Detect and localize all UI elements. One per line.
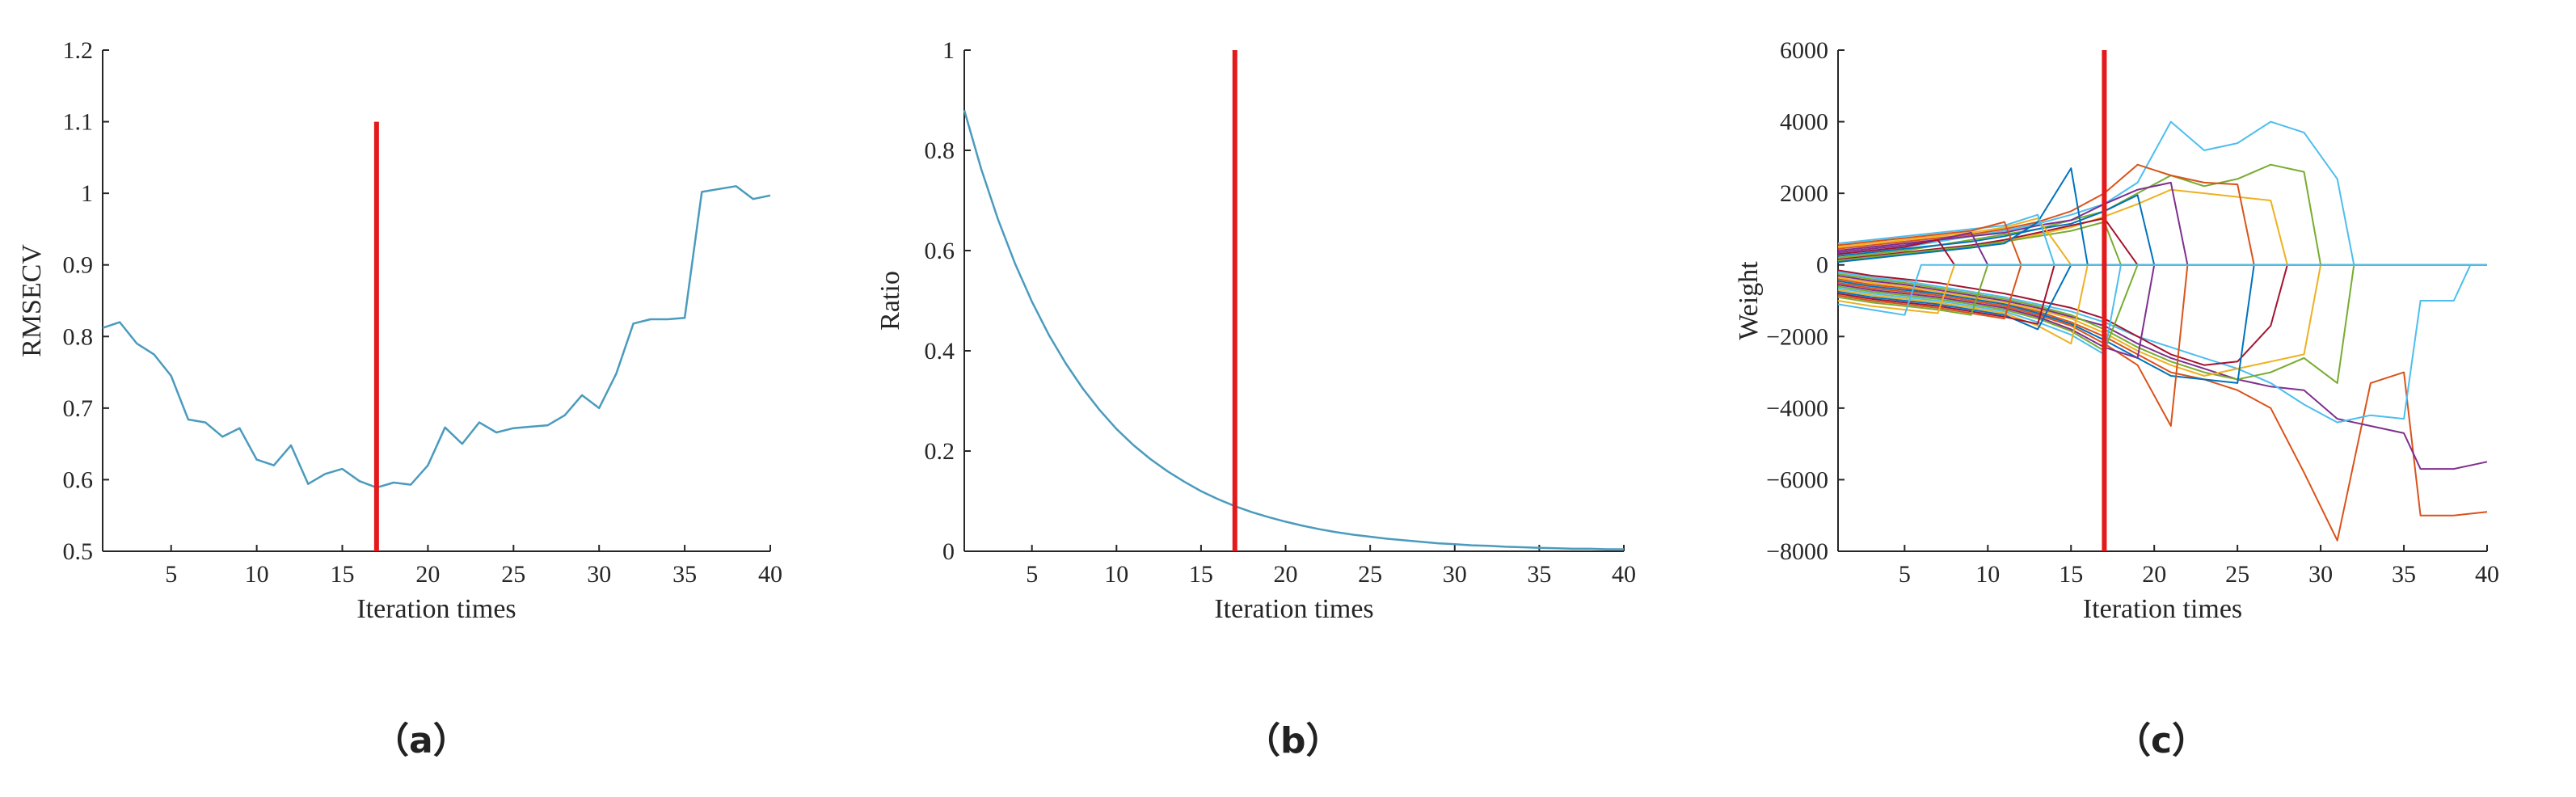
y-axis-label: RMSECV	[17, 244, 47, 357]
series-line	[1837, 264, 2487, 325]
x-tick-label: 35	[2392, 561, 2416, 588]
series-line	[1837, 264, 2487, 427]
x-tick-label: 5	[165, 561, 177, 588]
x-axis-label: Iteration times	[356, 594, 516, 624]
series-line	[1837, 264, 2487, 356]
y-tick-label: 0.8	[63, 323, 94, 350]
y-tick-label: 0.2	[925, 438, 955, 465]
y-tick-label: −6000	[1766, 466, 1828, 493]
series-line	[963, 110, 1624, 550]
y-tick-label: 4000	[1780, 109, 1828, 136]
series-line	[1837, 264, 2487, 424]
x-tick-label: 25	[2225, 561, 2249, 588]
series-line	[1837, 264, 2487, 331]
series-line	[1837, 275, 2488, 470]
caption-a: （a）	[373, 720, 469, 761]
x-tick-label: 5	[1026, 561, 1038, 588]
series-line	[1837, 264, 2487, 384]
series-line	[1837, 264, 2487, 316]
y-tick-label: 2000	[1780, 180, 1828, 207]
y-tick-label: 0.6	[63, 466, 94, 493]
y-tick-label: −8000	[1766, 538, 1828, 565]
chart-ratio: 5 10 15 20 25 30 35 40 0 0.2 0.4 0.6 0.8 1 Iteration t…	[875, 37, 1636, 624]
series-line	[1837, 167, 2487, 266]
y-tick-label: 0.9	[63, 252, 94, 279]
y-tick-label: 1	[81, 180, 93, 207]
x-tick-label: 10	[1104, 561, 1128, 588]
caption-b: （b）	[1245, 720, 1342, 761]
series-line	[1837, 264, 2487, 384]
y-tick-label: 0.4	[925, 338, 955, 365]
x-tick-label: 10	[245, 561, 269, 588]
y-axis-label: Ratio	[875, 271, 905, 331]
caption-c: （c）	[2115, 720, 2208, 761]
x-tick-label: 35	[1527, 561, 1551, 588]
x-tick-label: 40	[2475, 561, 2499, 588]
x-tick-label: 35	[672, 561, 697, 588]
x-tick-label: 40	[758, 561, 782, 588]
series-line	[1837, 264, 2487, 320]
x-tick-label: 30	[2308, 561, 2333, 588]
x-tick-label: 20	[2142, 561, 2166, 588]
y-tick-label: 0	[1816, 252, 1828, 279]
series-line	[1837, 221, 2487, 266]
chart-weight: 5 10 15 20 25 30 35 40 −8000 −6000 −4000 −2000 0 2000…	[1734, 37, 2499, 624]
x-tick-label: 10	[1975, 561, 2000, 588]
y-tick-label: 0.5	[63, 538, 94, 565]
y-tick-label: 0.6	[925, 238, 955, 264]
y-tick-label: −4000	[1766, 395, 1828, 422]
x-axis-label: Iteration times	[1214, 594, 1373, 624]
series-line	[1837, 264, 2487, 359]
series-line	[1837, 188, 2487, 266]
series-line	[1837, 264, 2487, 352]
y-tick-label: 6000	[1780, 37, 1828, 64]
y-tick-label: 0	[942, 538, 955, 565]
series-line	[1837, 213, 2487, 266]
x-tick-label: 15	[1189, 561, 1213, 588]
x-tick-label: 30	[587, 561, 611, 588]
x-tick-label: 30	[1443, 561, 1467, 588]
x-tick-label: 25	[501, 561, 525, 588]
x-axis-label: Iteration times	[2083, 594, 2242, 624]
series-line	[1837, 163, 2487, 266]
y-tick-label: 0.8	[925, 137, 955, 164]
y-tick-label: 0.7	[63, 395, 94, 422]
x-tick-label: 15	[331, 561, 355, 588]
y-axis-label: Weight	[1734, 261, 1764, 340]
series-line	[1837, 181, 2487, 266]
x-tick-label: 20	[415, 561, 440, 588]
y-tick-label: 1.1	[63, 109, 94, 136]
x-tick-label: 40	[1612, 561, 1636, 588]
chart-rmsecv: 5 10 15 20 25 30 35 40 0.5 0.6 0.7 0.8 0.9 1 1.1 1.2 Ite…	[17, 37, 782, 624]
series-line	[102, 185, 771, 489]
y-tick-label: 1.2	[63, 37, 94, 64]
y-tick-label: 1	[942, 37, 955, 64]
x-tick-label: 25	[1358, 561, 1382, 588]
x-tick-label: 5	[1899, 561, 1911, 588]
series-line	[1837, 120, 2487, 266]
series-line	[1837, 217, 2487, 266]
series-line	[1837, 264, 2487, 377]
x-tick-label: 15	[2059, 561, 2083, 588]
series-line	[1837, 194, 2487, 266]
series-line	[1837, 221, 2487, 266]
x-tick-label: 20	[1274, 561, 1298, 588]
y-tick-label: −2000	[1766, 323, 1828, 350]
series-line	[1837, 264, 2487, 366]
series-line	[1837, 264, 2487, 345]
